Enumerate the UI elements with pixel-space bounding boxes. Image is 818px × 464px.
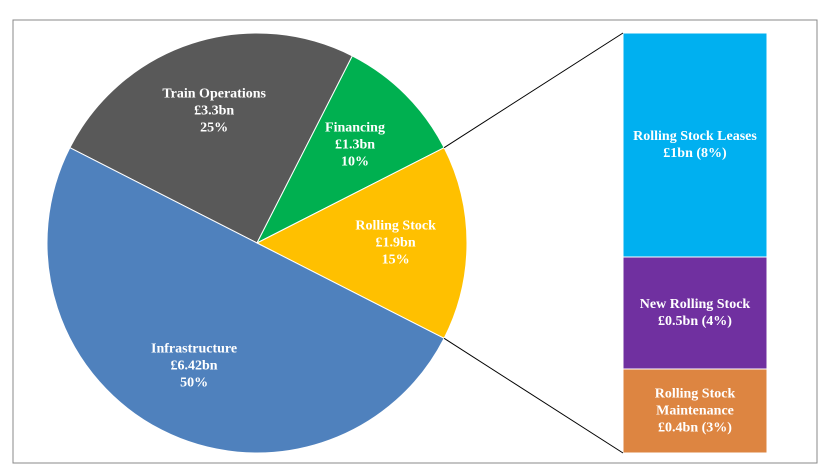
data-label: Rolling Stock Maintenance £0.4bn (3%) xyxy=(630,386,760,437)
detail-bar xyxy=(622,256,768,370)
label-line: £1bn (8%) xyxy=(663,146,727,161)
label-line: £0.4bn (3%) xyxy=(658,420,732,436)
data-label: Infrastructure £6.42bn 50% xyxy=(151,341,237,392)
label-line: Infrastructure xyxy=(151,341,238,357)
label-line: Rolling Stock Maintenance xyxy=(654,386,736,419)
connector xyxy=(443,337,624,454)
data-label: New Rolling Stock £0.5bn (4%) xyxy=(630,296,760,330)
label-line: Rolling Stock xyxy=(355,218,436,234)
detail-bar xyxy=(622,32,768,258)
label-line: 10% xyxy=(341,154,369,170)
frame xyxy=(12,19,818,464)
detail-bar xyxy=(622,368,768,454)
connector xyxy=(443,32,624,149)
label-line: £6.42bn xyxy=(170,358,218,374)
label-line: 15% xyxy=(381,252,410,268)
pie-slice xyxy=(255,146,468,340)
label-line: 25% xyxy=(200,120,229,136)
data-label: Train Operations £3.3bn 25% xyxy=(162,86,266,137)
label-line: £1.9bn xyxy=(375,235,416,251)
label-line: Train Operations xyxy=(162,86,266,102)
pie-slice xyxy=(46,146,445,454)
data-label: Financing £1.3bn 10% xyxy=(325,119,385,170)
label-line: Rolling Stock Leases xyxy=(633,129,757,144)
label-line: £0.5bn (4%) xyxy=(658,314,732,329)
pie-slice xyxy=(255,55,445,245)
label-line: £1.3bn xyxy=(334,137,376,153)
label-line: Financing xyxy=(325,120,385,136)
pie-slice xyxy=(69,32,354,244)
data-label: Rolling Stock Leases £1bn (8%) xyxy=(630,128,760,162)
label-line: 50% xyxy=(180,375,209,391)
label-line: £3.3bn xyxy=(194,103,235,119)
label-line: New Rolling Stock xyxy=(639,297,751,312)
data-label: Rolling Stock £1.9bn 15% xyxy=(355,218,436,269)
